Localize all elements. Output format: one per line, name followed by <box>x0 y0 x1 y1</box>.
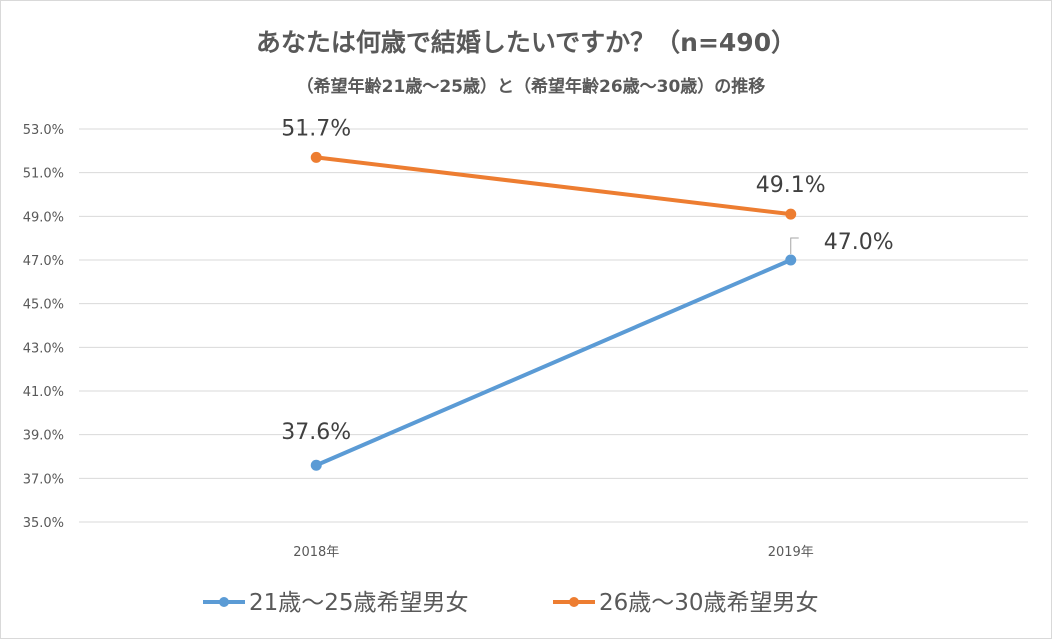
legend-marker-series-1 <box>219 597 229 607</box>
y-tick-label: 39.0% <box>23 429 64 444</box>
chart-title: あなたは何歳で結婚したいですか？（n=490） <box>256 28 796 57</box>
y-tick-label: 53.0% <box>23 123 64 138</box>
y-tick-label: 35.0% <box>23 516 64 531</box>
legend-label-series-2: 26歳〜30歳希望男女 <box>599 590 819 616</box>
y-tick-label: 37.0% <box>23 472 64 487</box>
legend-marker-series-2 <box>569 597 579 607</box>
legend-item-series-1[interactable]: 21歳〜25歳希望男女 <box>203 590 469 616</box>
data-label: 47.0% <box>824 230 894 255</box>
legend: 21歳〜25歳希望男女 26歳〜30歳希望男女 <box>203 590 819 616</box>
x-axis-ticks: 2018年 2019年 <box>293 545 814 560</box>
chart-subtitle: （希望年齢21歳〜25歳）と（希望年齢26歳〜30歳）の推移 <box>297 76 766 97</box>
data-label: 51.7% <box>281 116 351 141</box>
data-label-leader-line <box>790 237 799 254</box>
y-tick-label: 49.0% <box>23 210 64 225</box>
y-tick-label: 51.0% <box>23 167 64 182</box>
legend-item-series-2[interactable]: 26歳〜30歳希望男女 <box>553 590 819 616</box>
data-point[interactable] <box>310 151 322 163</box>
y-tick-label: 45.0% <box>23 298 64 313</box>
data-labels: 37.6% 47.0% 51.7% 49.1% <box>281 116 893 445</box>
data-point[interactable] <box>785 208 797 220</box>
series-line-2[interactable] <box>314 155 793 217</box>
y-axis-ticks: 35.0% 37.0% 39.0% 41.0% 43.0% 45.0% 47.0% 49.0%… <box>23 123 64 531</box>
y-tick-label: 43.0% <box>23 341 64 356</box>
gridlines <box>79 128 1028 523</box>
data-label: 49.1% <box>756 173 826 198</box>
y-tick-label: 41.0% <box>23 385 64 400</box>
x-tick-label: 2019年 <box>768 545 814 560</box>
data-label: 37.6% <box>281 420 351 445</box>
series-line-1[interactable] <box>314 258 793 468</box>
series-lines <box>310 151 797 471</box>
legend-label-series-1: 21歳〜25歳希望男女 <box>249 590 469 616</box>
data-point[interactable] <box>785 254 797 266</box>
data-point[interactable] <box>310 459 322 471</box>
y-tick-label: 47.0% <box>23 254 64 269</box>
x-tick-label: 2018年 <box>293 545 339 560</box>
